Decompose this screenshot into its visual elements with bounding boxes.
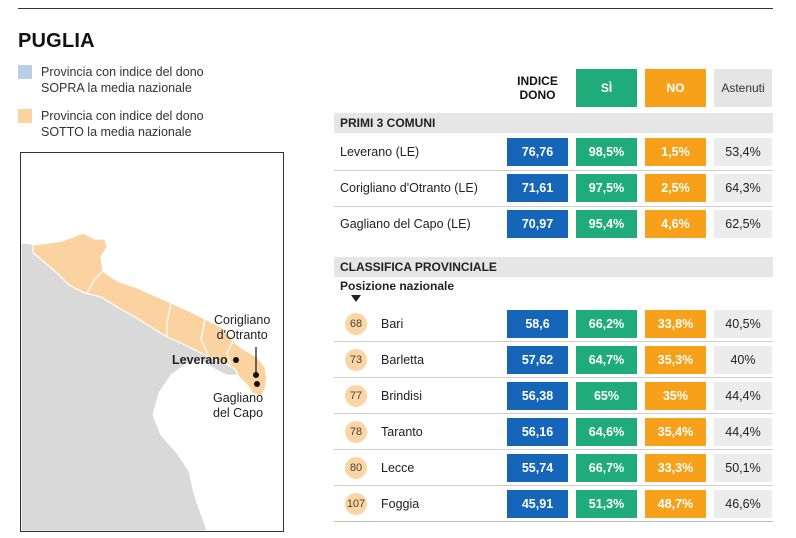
indice-value: 56,16 [507, 418, 568, 446]
provincia-name: Foggia [381, 486, 419, 522]
down-arrow-icon [351, 295, 361, 302]
provincia-name: Brindisi [381, 378, 422, 414]
table-bottom-rule [334, 521, 773, 522]
comune-name: Gagliano del Capo (LE) [340, 206, 471, 242]
astenuti-value: 53,4% [714, 138, 772, 166]
map-label-gagliano: Gagliano del Capo [213, 391, 263, 421]
astenuti-value: 40% [714, 346, 772, 374]
no-value: 35% [645, 382, 706, 410]
section-primi-comuni: PRIMI 3 COMUNI [334, 113, 773, 133]
no-value: 33,8% [645, 310, 706, 338]
provincia-name: Taranto [381, 414, 423, 450]
header-astenuti: Astenuti [714, 69, 772, 107]
astenuti-value: 64,3% [714, 174, 772, 202]
puglia-map: Corigliano d'Otranto Leverano Gagliano d… [20, 152, 284, 532]
top-rule [18, 8, 773, 9]
astenuti-value: 44,4% [714, 382, 772, 410]
comune-row: Gagliano del Capo (LE) 70,97 95,4% 4,6% … [334, 206, 773, 242]
si-value: 66,2% [576, 310, 637, 338]
indice-value: 57,62 [507, 346, 568, 374]
no-value: 2,5% [645, 174, 706, 202]
astenuti-value: 50,1% [714, 454, 772, 482]
legend-item-below: Provincia con indice del dono SOTTO la m… [18, 108, 204, 140]
si-value: 51,3% [576, 490, 637, 518]
comune-row: Corigliano d'Otranto (LE) 71,61 97,5% 2,… [334, 170, 773, 206]
si-value: 66,7% [576, 454, 637, 482]
indice-value: 56,38 [507, 382, 568, 410]
header-indice: INDICE DONO [507, 69, 568, 107]
provincia-row: 73 Barletta 57,62 64,7% 35,3% 40% [334, 342, 773, 378]
rank-badge: 68 [345, 313, 367, 335]
rank-badge: 107 [345, 493, 367, 515]
comune-row: Leverano (LE) 76,76 98,5% 1,5% 53,4% [334, 134, 773, 170]
si-value: 64,7% [576, 346, 637, 374]
no-value: 33,3% [645, 454, 706, 482]
astenuti-value: 62,5% [714, 210, 772, 238]
astenuti-value: 44,4% [714, 418, 772, 446]
map-label-corigliano: Corigliano d'Otranto [214, 313, 270, 343]
provincia-row: 78 Taranto 56,16 64,6% 35,4% 44,4% [334, 414, 773, 450]
provincia-name: Barletta [381, 342, 424, 378]
legend-text-below: Provincia con indice del dono SOTTO la m… [41, 108, 204, 140]
header-si: SÌ [576, 69, 637, 107]
page-title: PUGLIA [18, 30, 95, 53]
indice-value: 76,76 [507, 138, 568, 166]
si-value: 95,4% [576, 210, 637, 238]
provincia-row: 77 Brindisi 56,38 65% 35% 44,4% [334, 378, 773, 414]
no-value: 1,5% [645, 138, 706, 166]
section-classifica-provinciale: CLASSIFICA PROVINCIALE [334, 257, 773, 277]
astenuti-value: 46,6% [714, 490, 772, 518]
si-value: 97,5% [576, 174, 637, 202]
legend-text-above: Provincia con indice del dono SOPRA la m… [41, 64, 204, 96]
leverano-dot [233, 357, 239, 363]
si-value: 65% [576, 382, 637, 410]
no-value: 35,3% [645, 346, 706, 374]
si-value: 64,6% [576, 418, 637, 446]
provincia-row: 80 Lecce 55,74 66,7% 33,3% 50,1% [334, 450, 773, 486]
provincia-name: Bari [381, 306, 403, 342]
rank-badge: 78 [345, 421, 367, 443]
rank-badge: 80 [345, 457, 367, 479]
indice-value: 55,74 [507, 454, 568, 482]
no-value: 4,6% [645, 210, 706, 238]
indice-value: 71,61 [507, 174, 568, 202]
legend-swatch-orange [18, 109, 32, 123]
indice-value: 58,6 [507, 310, 568, 338]
no-value: 35,4% [645, 418, 706, 446]
legend-item-above: Provincia con indice del dono SOPRA la m… [18, 64, 204, 96]
indice-value: 45,91 [507, 490, 568, 518]
map-label-leverano: Leverano [172, 353, 228, 368]
posizione-nazionale-label: Posizione nazionale [340, 279, 454, 293]
legend-swatch-blue [18, 65, 32, 79]
indice-value: 70,97 [507, 210, 568, 238]
gagliano-dot [254, 381, 260, 387]
provincia-name: Lecce [381, 450, 414, 486]
comune-name: Leverano (LE) [340, 134, 419, 170]
provincia-row: 68 Bari 58,6 66,2% 33,8% 40,5% [334, 306, 773, 342]
astenuti-value: 40,5% [714, 310, 772, 338]
rank-badge: 77 [345, 385, 367, 407]
header-no: NO [645, 69, 706, 107]
si-value: 98,5% [576, 138, 637, 166]
comune-name: Corigliano d'Otranto (LE) [340, 170, 478, 206]
provincia-row: 107 Foggia 45,91 51,3% 48,7% 46,6% [334, 486, 773, 522]
rank-badge: 73 [345, 349, 367, 371]
no-value: 48,7% [645, 490, 706, 518]
